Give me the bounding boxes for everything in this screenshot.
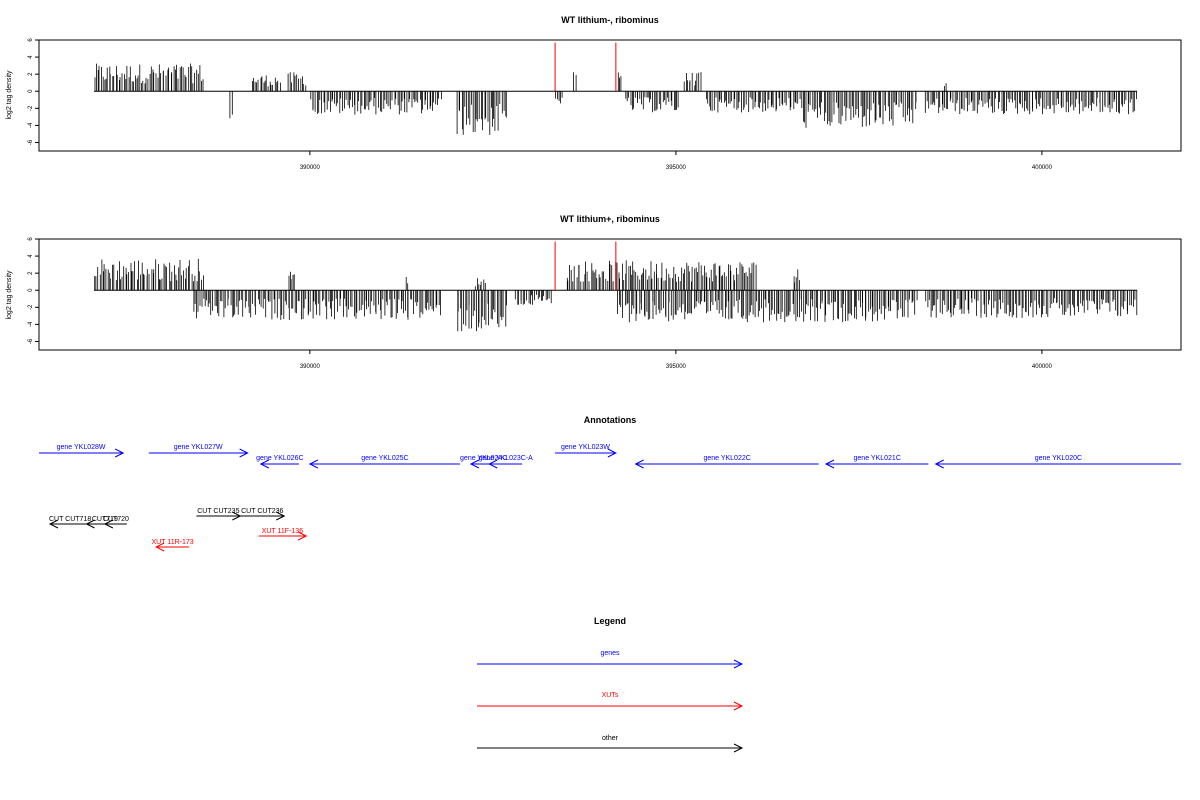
axis-ticks: -6 -4 -2 0 2 4 6 390000 395000 400000 <box>28 237 1053 370</box>
legend-title: Legend <box>594 616 626 626</box>
gene-arrowhead <box>469 459 480 469</box>
legend-arrow-head <box>733 743 744 753</box>
legend-label: other <box>602 735 619 742</box>
bars <box>93 42 1138 135</box>
x-tick-label: 400000 <box>1032 364 1053 370</box>
legend-panel: Legend genes XUTs other <box>477 616 744 753</box>
y-tick-label: 4 <box>28 55 34 59</box>
annotations-panel: Annotations gene YKL028W gene YKL027W gene… <box>39 415 1181 552</box>
gene-arrowhead <box>308 459 319 469</box>
legend-item-xuts: XUTs <box>477 692 744 711</box>
gene-label: gene YKL024C <box>460 455 507 462</box>
gene-arrowhead <box>634 459 644 469</box>
chart-panel-lithium-minus: WT lithium-, ribominus log2 tag density … <box>6 15 1182 171</box>
gene-label: gene YKL023W <box>561 444 610 451</box>
x-tick-label: 395000 <box>666 165 687 171</box>
y-tick-label: -2 <box>28 304 34 310</box>
legend-label: XUTs <box>602 692 619 699</box>
other-label: CUT CUT718 <box>49 516 91 523</box>
other-label: CUT720 <box>103 516 129 523</box>
chart-panel-lithium-plus: WT lithium+, ribominus log2 tag density … <box>6 214 1182 370</box>
other-label: CUT CUT235 <box>197 508 239 515</box>
x-tick-label: 395000 <box>666 364 687 370</box>
y-tick-label: 6 <box>28 38 34 42</box>
other-arrowhead <box>276 511 286 521</box>
gene-label: gene YKL021C <box>854 455 901 462</box>
gene-arrowhead <box>114 448 125 458</box>
gene-label: gene YKL020C <box>1035 455 1082 462</box>
gene-arrowhead <box>259 459 270 469</box>
legend-item-other: other <box>477 735 744 753</box>
axis-ticks: -6 -4 -2 0 2 4 6 390000 395000 400000 <box>28 38 1053 171</box>
y-tick-label: -6 <box>28 139 34 145</box>
bars <box>93 241 1138 332</box>
gene-arrowhead <box>488 459 498 469</box>
gene-label: gene YKL027W <box>174 444 223 451</box>
other-arrowhead <box>48 519 59 529</box>
y-tick-label: -4 <box>28 122 34 128</box>
gene-arrowhead <box>934 459 944 469</box>
other-label: CUT719 <box>92 516 118 523</box>
y-tick-label: -6 <box>28 338 34 344</box>
y-tick-label: -2 <box>28 105 34 111</box>
gene-label: gene YKL022C <box>703 455 750 462</box>
y-tick-label: 2 <box>28 72 34 76</box>
x-tick-label: 390000 <box>300 364 321 370</box>
y-tick-label: 6 <box>28 237 34 241</box>
legend-arrow-head <box>733 701 744 711</box>
gene-arrowhead <box>607 448 617 458</box>
legend-arrow-head <box>733 659 744 669</box>
other-arrowhead <box>85 519 95 529</box>
xut-arrowhead <box>155 542 165 552</box>
y-tick-label: 0 <box>28 89 34 93</box>
plot-frame <box>38 39 1182 152</box>
gene-arrowhead <box>824 459 835 469</box>
y-axis-label: log2 tag density <box>6 270 13 320</box>
legend-label: genes <box>600 650 620 657</box>
xut-label: XUT 11F-136 <box>262 528 303 535</box>
xut-label: XUT 11R-173 <box>152 539 194 546</box>
y-tick-label: 2 <box>28 271 34 275</box>
gene-arrowhead <box>239 448 249 458</box>
gene-label: gene YKL023C-A <box>479 455 534 462</box>
y-tick-label: 0 <box>28 288 34 292</box>
y-axis-label: log2 tag density <box>6 70 13 120</box>
gene-label: gene YKL026C <box>256 455 303 462</box>
x-tick-label: 400000 <box>1032 165 1053 171</box>
xut-arrowhead <box>297 531 308 541</box>
other-arrowhead <box>103 519 114 529</box>
y-tick-label: 4 <box>28 254 34 258</box>
chart-title: WT lithium-, ribominus <box>561 15 659 25</box>
annotations-title: Annotations <box>584 415 637 425</box>
y-tick-label: -4 <box>28 321 34 327</box>
gene-label: gene YKL028W <box>57 444 106 451</box>
legend-item-genes: genes <box>477 650 744 669</box>
plot-frame <box>38 238 1182 351</box>
chart-title: WT lithium+, ribominus <box>560 214 660 224</box>
other-label: CUT CUT236 <box>241 508 283 515</box>
x-tick-label: 390000 <box>300 165 321 171</box>
gene-label: gene YKL025C <box>361 455 408 462</box>
